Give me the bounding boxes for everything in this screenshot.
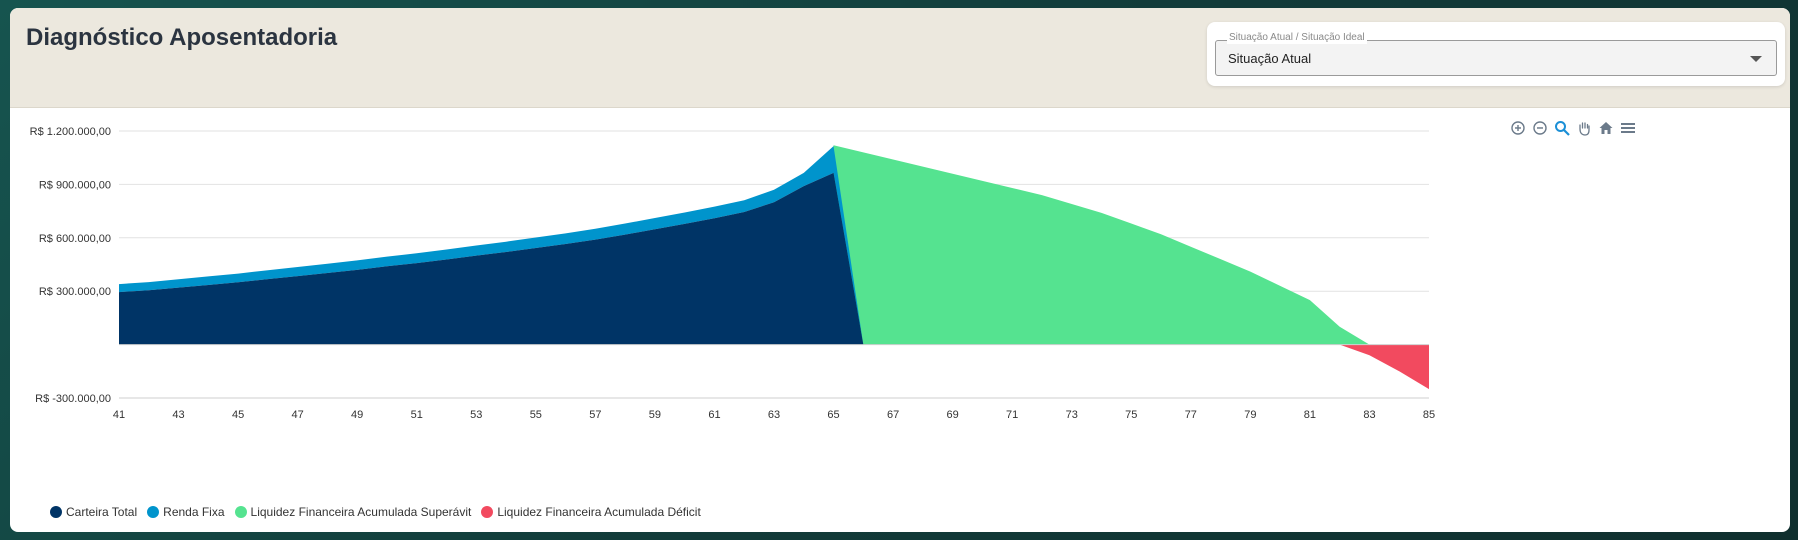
x-tick-label: 69 xyxy=(947,409,959,421)
area-carteira-total xyxy=(119,172,864,345)
x-tick-label: 53 xyxy=(470,409,482,421)
y-tick-label: R$ -300.000,00 xyxy=(35,393,111,405)
y-tick-label: R$ 1.200.000,00 xyxy=(30,126,111,138)
legend-item-renda-fixa[interactable]: Renda Fixa xyxy=(147,505,225,519)
y-tick-label: R$ 900.000,00 xyxy=(39,179,111,191)
x-tick-label: 47 xyxy=(292,409,304,421)
x-tick-label: 73 xyxy=(1066,409,1078,421)
page-title: Diagnóstico Aposentadoria xyxy=(26,24,338,51)
x-tick-label: 45 xyxy=(232,409,244,421)
area-deficit xyxy=(1339,344,1429,390)
zoom-select-icon[interactable] xyxy=(1554,120,1570,136)
pan-hand-icon[interactable] xyxy=(1576,120,1592,136)
legend-label: Renda Fixa xyxy=(163,505,225,519)
chart-toolbar xyxy=(1510,120,1636,138)
x-tick-label: 55 xyxy=(530,409,542,421)
zoom-in-icon[interactable] xyxy=(1510,120,1526,136)
x-tick-label: 51 xyxy=(411,409,423,421)
legend-marker xyxy=(234,506,247,518)
x-tick-label: 75 xyxy=(1125,409,1137,421)
area-superavit xyxy=(833,145,1370,345)
x-tick-label: 67 xyxy=(887,409,899,421)
x-tick-label: 81 xyxy=(1304,409,1316,421)
legend-item-deficit[interactable]: Liquidez Financeira Acumulada Déficit xyxy=(481,505,701,519)
zoom-out-icon[interactable] xyxy=(1532,120,1548,136)
area-renda-fixa xyxy=(119,146,864,345)
x-tick-label: 63 xyxy=(768,409,780,421)
y-tick-label: R$ 600.000,00 xyxy=(39,233,111,245)
scenario-select-value: Situação Atual xyxy=(1228,51,1312,66)
legend-marker xyxy=(147,506,160,518)
chart-legend: Carteira Total Renda Fixa Liquidez Finan… xyxy=(50,505,701,519)
x-tick-label: 61 xyxy=(708,409,720,421)
legend-item-superavit[interactable]: Liquidez Financeira Acumulada Superávit xyxy=(234,505,472,519)
scenario-select[interactable]: Situação Atual xyxy=(1215,40,1777,76)
y-tick-label: R$ 300.000,00 xyxy=(39,286,111,298)
x-tick-label: 85 xyxy=(1423,409,1435,421)
dashboard-card: Diagnóstico Aposentadoria Situação Atual… xyxy=(10,8,1790,532)
x-tick-label: 57 xyxy=(589,409,601,421)
header-bar: Diagnóstico Aposentadoria Situação Atual… xyxy=(10,8,1790,108)
retirement-area-chart: R$ -300.000,00 R$ 300.000,00 R$ 600.000,00… xyxy=(30,126,1435,421)
x-tick-label: 49 xyxy=(351,409,363,421)
x-tick-label: 43 xyxy=(172,409,184,421)
legend-label: Liquidez Financeira Acumulada Superávit xyxy=(250,505,472,519)
legend-marker xyxy=(50,506,62,518)
x-tick-label: 77 xyxy=(1185,409,1197,421)
scenario-selector-card: Situação Atual Situação Atual / Situação… xyxy=(1207,22,1785,86)
chevron-down-icon[interactable] xyxy=(1750,56,1762,62)
x-tick-label: 65 xyxy=(827,409,839,421)
legend-item-carteira-total[interactable]: Carteira Total xyxy=(50,505,137,519)
x-tick-label: 59 xyxy=(649,409,661,421)
x-tick-label: 71 xyxy=(1006,409,1018,421)
x-tick-label: 79 xyxy=(1244,409,1256,421)
scenario-select-label: Situação Atual / Situação Ideal xyxy=(1227,32,1367,44)
x-tick-label: 83 xyxy=(1363,409,1375,421)
home-reset-icon[interactable] xyxy=(1598,120,1614,136)
legend-marker xyxy=(481,506,494,518)
menu-icon[interactable] xyxy=(1620,120,1636,136)
legend-label: Liquidez Financeira Acumulada Déficit xyxy=(497,505,701,519)
x-tick-label: 41 xyxy=(113,409,125,421)
legend-label: Carteira Total xyxy=(66,505,138,519)
